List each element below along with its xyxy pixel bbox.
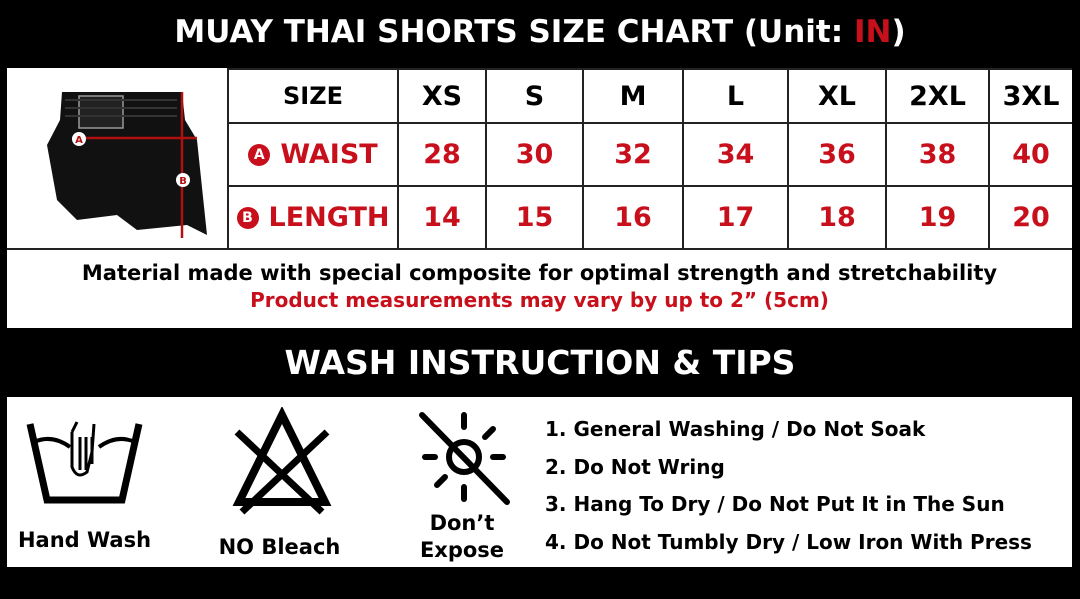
badge-b: B [236, 206, 259, 229]
size-s: S [485, 68, 584, 124]
waist-value: 30 [485, 122, 584, 187]
length-row: B LENGTH 14 15 16 17 18 19 20 [7, 185, 1072, 250]
length-value: 18 [787, 185, 887, 250]
measurement-warning: Product measurements may vary by up to 2… [250, 288, 829, 312]
size-table: A B SIZE XS S M L XL 2XL 3XL A WAIST 28 3… [7, 68, 1072, 250]
no-sun-icon [419, 412, 510, 505]
waist-label-cell: A WAIST [227, 122, 399, 187]
waist-value: 32 [582, 122, 684, 187]
waist-row: A WAIST 28 30 32 34 36 38 40 [7, 122, 1072, 187]
hand-wash-icon [26, 421, 143, 504]
badge-a: A [248, 143, 271, 166]
unit: IN [853, 14, 892, 50]
length-value: 16 [582, 185, 684, 250]
material-note: Material made with special composite for… [81, 261, 998, 285]
size-chart-title: MUAY THAI SHORTS SIZE CHART (Unit: IN) [0, 14, 1080, 50]
size-chart: A B SIZE XS S M L XL 2XL 3XL A WAIST 28 3… [7, 68, 1072, 328]
marker-a: A [75, 135, 83, 146]
size-3xl: 3XL [988, 68, 1072, 124]
waist-value: 38 [885, 122, 990, 187]
no-bleach-label: NO Bleach [218, 535, 341, 559]
wash-panel: Hand Wash NO Bleach Don’t Expose To Sun 1… [7, 397, 1072, 591]
no-sun-label-line2: To Sun [422, 565, 502, 589]
size-2xl: 2XL [885, 68, 990, 124]
length-label-cell: B LENGTH [227, 185, 399, 250]
size-xs: XS [397, 68, 487, 124]
shorts-image: A B [7, 69, 229, 250]
no-sun-label: Don’t Expose To Sun [387, 510, 537, 591]
waist-value: 40 [988, 122, 1072, 187]
tip-item: 4. Do Not Tumbly Dry / Low Iron With Pre… [545, 529, 1032, 592]
length-value: 20 [988, 185, 1072, 250]
wash-title: WASH INSTRUCTION & TIPS [284, 343, 796, 382]
size-header-row: A B SIZE XS S M L XL 2XL 3XL [7, 68, 1072, 250]
marker-b: B [179, 176, 187, 187]
title-text: MUAY THAI SHORTS SIZE CHART (Unit: [174, 14, 854, 50]
tip-item: 1. General Washing / Do Not Soak [545, 417, 926, 441]
size-m: M [582, 68, 684, 124]
size-xl: XL [787, 68, 887, 124]
length-value: 17 [682, 185, 789, 250]
no-bleach-icon [232, 407, 332, 515]
length-value: 19 [885, 185, 990, 250]
hand-wash-label: Hand Wash [17, 528, 152, 552]
shorts-icon: A B [47, 92, 207, 238]
no-sun-label-line1: Don’t Expose [419, 511, 505, 562]
size-l: L [682, 68, 789, 124]
title-suffix: ) [891, 14, 906, 50]
length-label: LENGTH [268, 202, 390, 233]
waist-value: 34 [682, 122, 789, 187]
waist-label: WAIST [280, 139, 378, 170]
size-label: SIZE [227, 68, 399, 124]
waist-value: 36 [787, 122, 887, 187]
tip-item: 3. Hang To Dry / Do Not Put It in The Su… [545, 492, 1005, 516]
tip-item: 2. Do Not Wring [545, 454, 725, 479]
length-value: 15 [485, 185, 584, 250]
length-value: 14 [397, 185, 487, 250]
tips-list: 1. General Washing / Do Not Soak 2. Do N… [545, 411, 1072, 599]
waist-value: 28 [397, 122, 487, 187]
notes: Material made with special composite for… [7, 252, 1072, 312]
